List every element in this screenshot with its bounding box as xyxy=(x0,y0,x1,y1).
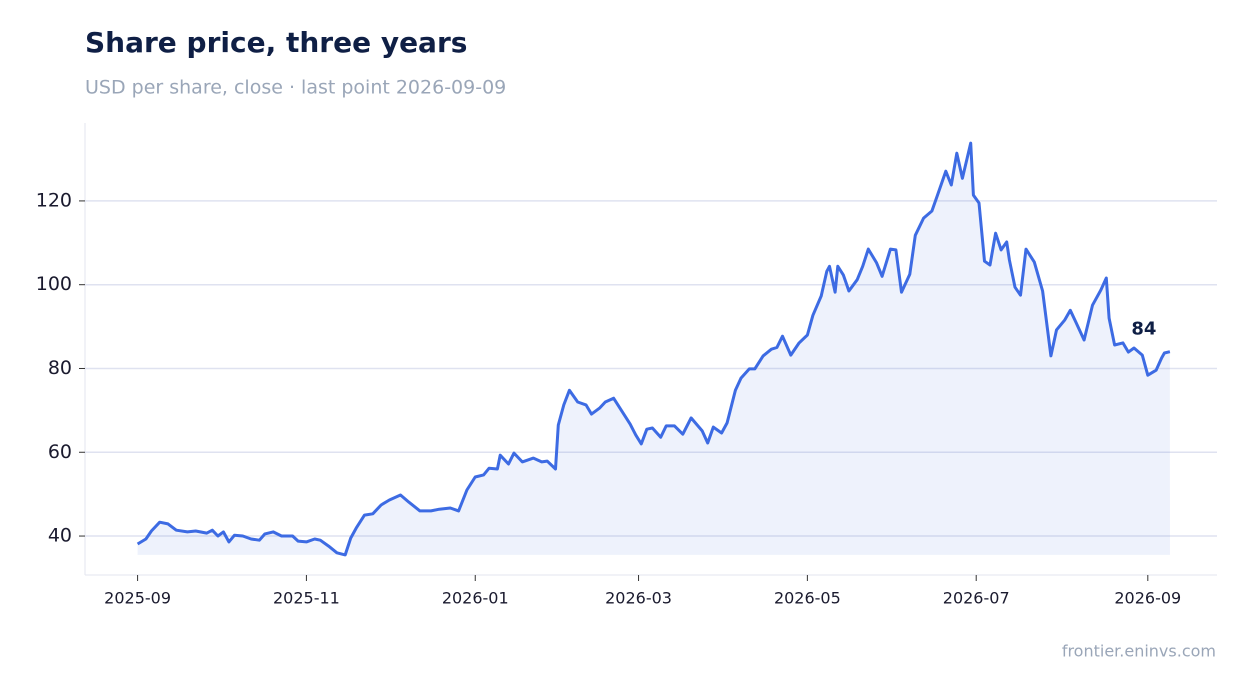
x-tick-label: 2025-11 xyxy=(273,589,340,608)
y-tick-label: 80 xyxy=(48,357,72,379)
y-tick-label: 40 xyxy=(48,525,72,547)
last-value-label: 84 xyxy=(1131,319,1156,340)
y-tick-label: 100 xyxy=(36,273,72,295)
y-tick-label: 120 xyxy=(36,189,72,211)
y-tick-label: 60 xyxy=(48,441,72,463)
x-tick-label: 2025-09 xyxy=(104,589,171,608)
source: frontier.eninvs.com xyxy=(1062,642,1216,661)
x-tick-label: 2026-03 xyxy=(605,589,672,608)
x-tick-label: 2026-05 xyxy=(774,589,841,608)
area xyxy=(137,143,1170,555)
x-tick-label: 2026-09 xyxy=(1114,589,1181,608)
chart-subtitle: USD per share, close · last point 2026-0… xyxy=(85,77,506,99)
chart-title: Share price, three years xyxy=(85,26,467,59)
x-tick-label: 2026-01 xyxy=(442,589,509,608)
line xyxy=(136,141,1171,557)
x-tick-label: 2026-07 xyxy=(943,589,1010,608)
